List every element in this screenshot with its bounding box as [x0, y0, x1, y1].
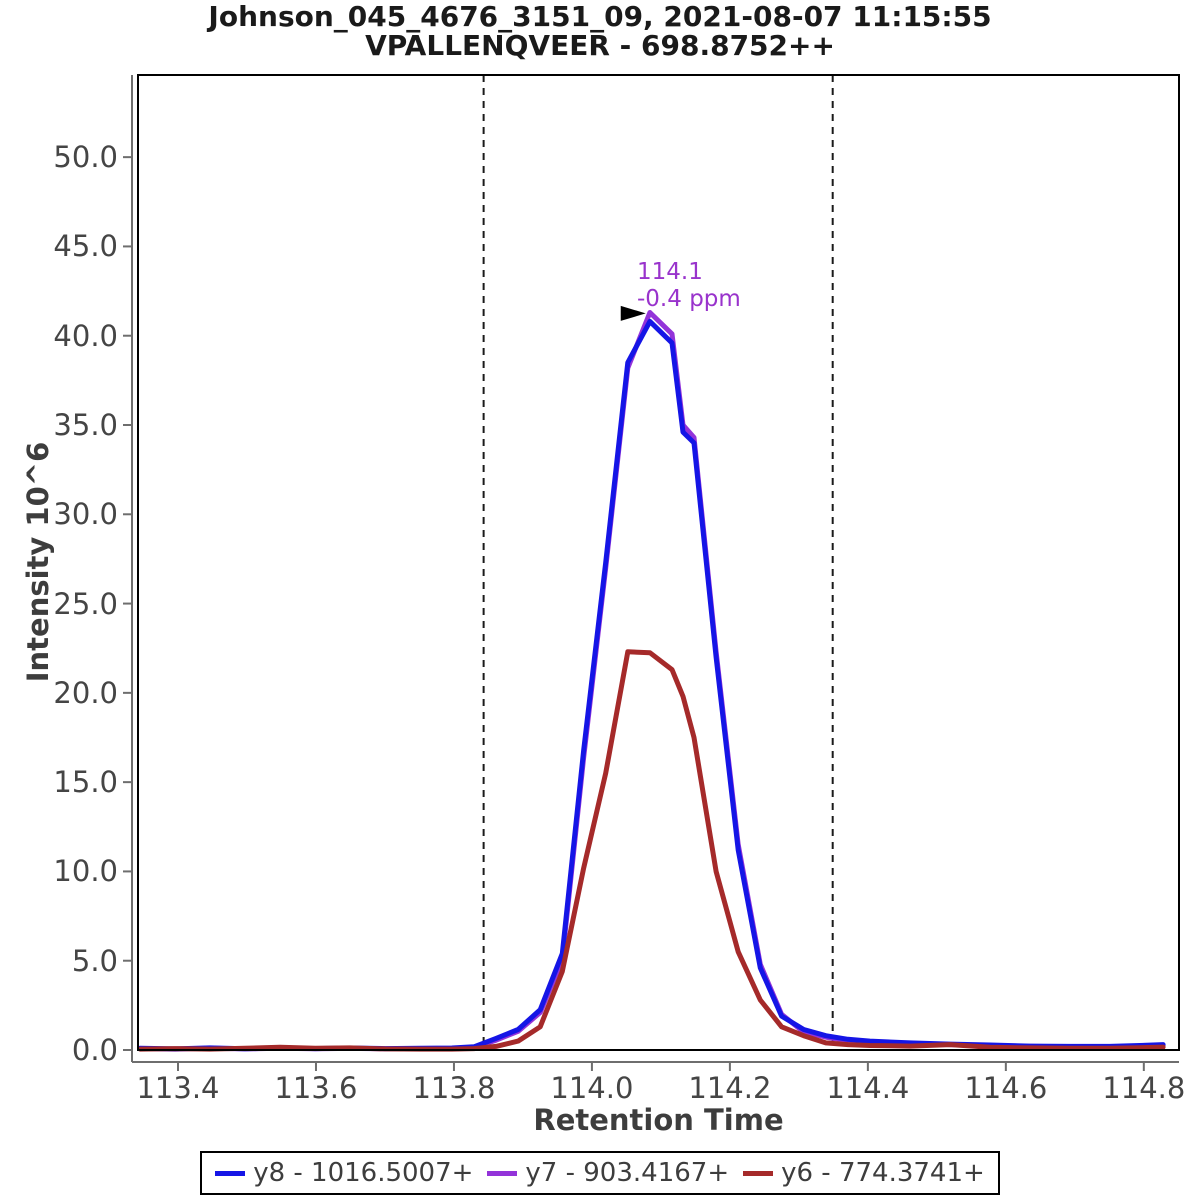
plot-frame	[137, 74, 1180, 1051]
chart-subtitle: VPALLENQVEER - 698.8752++	[365, 29, 835, 62]
y-tick-label: 5.0	[71, 943, 118, 978]
legend-swatch-icon	[743, 1170, 774, 1176]
x-tick-label: 114.0	[550, 1071, 634, 1105]
y-tick-label: 45.0	[53, 229, 118, 264]
y-tick-label: 50.0	[53, 140, 118, 175]
y-tick-label: 10.0	[53, 854, 118, 889]
legend-item-y8: y8 - 1016.5007+	[215, 1158, 473, 1188]
x-tick-label: 114.8	[1102, 1071, 1186, 1105]
legend-label: y8 - 1016.5007+	[253, 1158, 474, 1188]
y-tick-label: 25.0	[53, 586, 118, 621]
peak-ppm-label: -0.4 ppm	[637, 286, 741, 312]
x-tick-label: 113.4	[136, 1071, 220, 1105]
chart-title: Johnson_045_4676_3151_09, 2021-08-07 11:…	[208, 0, 992, 33]
y-tick-label: 15.0	[53, 765, 118, 800]
x-tick-label: 114.6	[964, 1071, 1048, 1105]
peak-rt-label: 114.1	[637, 259, 703, 285]
peak-annotation: 114.1 -0.4 ppm	[637, 259, 741, 313]
legend-swatch-icon	[215, 1170, 246, 1176]
legend-item-y7: y7 - 903.4167+	[487, 1158, 729, 1188]
series-line-y8[interactable]	[137, 318, 1166, 1052]
x-tick-label: 114.4	[826, 1071, 910, 1105]
y-axis-label: Intensity 10^6	[21, 441, 55, 683]
y-tick-label: 20.0	[53, 675, 118, 710]
y-tick-label: 0.0	[71, 1033, 118, 1067]
y-tick-label: 35.0	[53, 408, 118, 442]
x-tick-label: 113.6	[274, 1071, 358, 1105]
y-tick-label: 30.0	[53, 497, 118, 532]
legend-swatch-icon	[487, 1170, 518, 1176]
peak-arrow-icon	[620, 305, 646, 321]
series-line-y7[interactable]	[137, 310, 1166, 1052]
series-line-y6[interactable]	[137, 649, 1166, 1052]
x-tick-label: 114.2	[688, 1071, 772, 1105]
legend-item-y6: y6 - 774.3741+	[743, 1158, 985, 1188]
legend-box: y8 - 1016.5007+ y7 - 903.4167+ y6 - 774.37…	[200, 1151, 1000, 1195]
x-tick-label: 113.8	[412, 1071, 496, 1105]
legend: y8 - 1016.5007+ y7 - 903.4167+ y6 - 774.37…	[0, 1151, 1200, 1195]
legend-label: y6 - 774.3741+	[781, 1158, 985, 1188]
legend-label: y7 - 903.4167+	[525, 1158, 730, 1188]
y-tick-label: 40.0	[53, 318, 118, 353]
x-axis-label: Retention Time	[533, 1103, 784, 1137]
